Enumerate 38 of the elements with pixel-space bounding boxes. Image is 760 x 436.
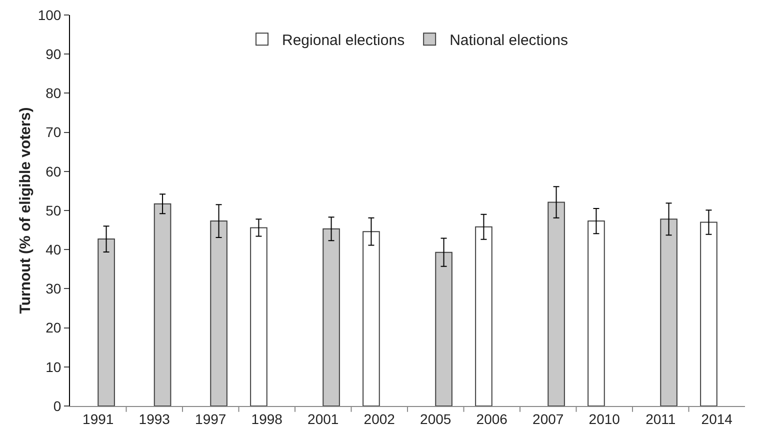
y-tick-label: 20 [46,320,62,336]
y-tick-label: 0 [53,398,62,414]
x-tick-label: 2007 [532,410,564,427]
bar [435,252,452,406]
x-tick-label: 1993 [138,410,170,427]
legend-label: Regional elections [282,32,405,49]
y-tick-label: 40 [46,242,62,258]
bar [700,222,718,406]
x-tick-label: 2005 [420,410,452,427]
y-tick-label: 90 [46,46,62,62]
bar [322,228,340,406]
bar [660,218,678,406]
y-axis-title: Turnout (% of eligible voters) [17,107,34,314]
legend-label: National elections [450,32,568,49]
x-tick-label: 1998 [251,410,283,427]
x-tick-label: 2002 [364,410,396,427]
x-tick-label: 2006 [476,410,508,427]
bar [362,231,380,406]
x-tick-label: 2014 [701,410,733,427]
y-tick-label: 60 [46,163,62,180]
y-tick-label: 100 [38,6,62,23]
x-tick-label: 1997 [195,410,226,427]
bar [588,220,605,406]
y-tick-label: 80 [46,85,62,102]
x-tick-label: 2011 [646,410,676,427]
bar [548,202,565,406]
y-tick-label: 50 [46,202,62,218]
bar [250,227,268,406]
y-tick-label: 70 [46,124,62,140]
x-tick-label: 2010 [588,410,620,427]
bar [475,226,492,406]
bar [210,220,228,406]
bar [154,203,172,406]
x-tick-label: 1991 [82,410,114,427]
y-tick-label: 10 [46,358,62,375]
y-tick-label: 30 [46,280,62,297]
bar [98,238,115,406]
x-tick-label: 2001 [308,410,339,427]
